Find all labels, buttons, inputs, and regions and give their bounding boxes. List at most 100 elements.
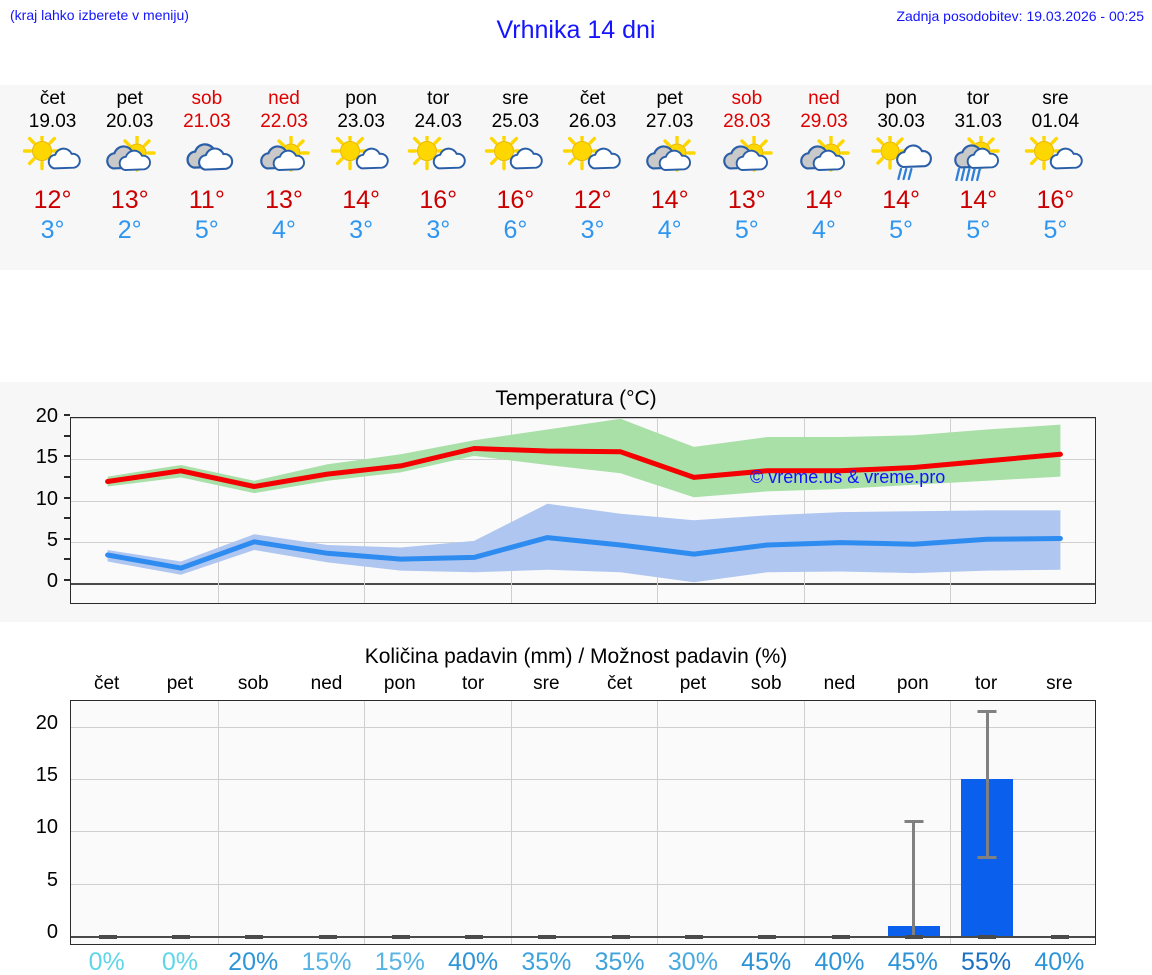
x-axis-tick [245, 935, 264, 939]
day-date: 23.03 [337, 111, 385, 132]
daily-forecast-days: čet 19.03 12° 3° pet 20.03 13° 2° sob 21.03 11°… [14, 85, 1094, 270]
precipitation-day-label: čet [93, 673, 120, 694]
day-name: tor [967, 88, 990, 109]
day-column[interactable]: sre 25.03 16° 6° [477, 85, 554, 270]
precipitation-day-label: tor [461, 673, 485, 694]
day-min-temp: 5° [889, 216, 914, 244]
gridline [71, 418, 1095, 419]
sun-behind-cloud-icon [253, 135, 315, 183]
y-axis-tick-label: 15 [35, 764, 58, 787]
day-column[interactable]: tor 31.03 14° 5° [940, 85, 1017, 270]
precipitation-day-label: tor [974, 673, 998, 694]
sun-small-cloud-icon [330, 135, 392, 183]
day-column[interactable]: pet 27.03 14° 4° [631, 85, 708, 270]
sun-small-cloud-icon [484, 135, 546, 183]
day-column[interactable]: sre 01.04 16° 5° [1017, 85, 1094, 270]
day-name: pon [885, 88, 917, 109]
precipitation-error-bar [985, 711, 989, 858]
page-title: Vrhnika 14 dni [496, 16, 656, 44]
sun-cloud-rain-icon [870, 135, 933, 183]
day-max-temp: 16° [419, 186, 458, 214]
y-axis-minor-tick [64, 579, 70, 581]
day-name: tor [427, 88, 450, 109]
sun-small-cloud-icon [22, 135, 84, 183]
day-name: sob [191, 88, 223, 109]
day-name: ned [268, 88, 300, 109]
day-name: ned [808, 88, 840, 109]
day-column[interactable]: ned 22.03 13° 4° [245, 85, 322, 270]
day-name: sob [731, 88, 763, 109]
y-axis-minor-tick [64, 517, 70, 520]
day-column[interactable]: pon 23.03 14° 3° [323, 85, 400, 270]
precipitation-probability-label: 40% [1034, 948, 1085, 975]
cloudy-icon [176, 135, 238, 183]
day-date: 25.03 [491, 111, 540, 132]
day-column[interactable]: sob 21.03 11° 5° [168, 85, 245, 270]
day-column[interactable]: čet 26.03 12° 3° [554, 85, 631, 270]
day-max-temp: 11° [188, 186, 225, 214]
precipitation-day-label: sre [533, 673, 560, 694]
day-separator-line [803, 701, 805, 944]
y-axis-tick-label: 20 [35, 711, 58, 734]
precipitation-day-label: sob [750, 673, 782, 694]
sun-cloud-rain-heavy-icon [947, 135, 1009, 183]
day-date: 28.03 [723, 111, 771, 132]
day-column[interactable]: čet 19.03 12° 3° [14, 85, 91, 270]
x-axis-tick [904, 935, 923, 939]
x-axis-tick [684, 935, 703, 939]
x-axis-tick [611, 935, 630, 939]
day-name: čet [39, 88, 66, 109]
precipitation-plot-area [70, 700, 1096, 945]
precipitation-day-label: sob [237, 673, 269, 694]
day-column[interactable]: pet 20.03 13° 2° [91, 85, 168, 270]
day-name: čet [579, 88, 606, 109]
day-separator-line [950, 701, 952, 944]
day-name: pet [656, 88, 683, 109]
day-date: 27.03 [645, 111, 694, 132]
day-max-temp: 13° [110, 186, 149, 214]
x-axis-tick [978, 935, 997, 939]
day-name: sre [1042, 88, 1069, 109]
sun-small-cloud-icon [562, 135, 624, 183]
day-min-temp: 5° [734, 216, 759, 244]
day-max-temp: 14° [805, 186, 843, 214]
precipitation-probability-label: 20% [228, 948, 279, 975]
day-column[interactable]: pon 30.03 14° 5° [863, 85, 940, 270]
day-separator-line [950, 418, 952, 603]
day-separator-line [657, 418, 659, 603]
day-column[interactable]: ned 29.03 14° 4° [785, 85, 862, 270]
location-menu-hint[interactable]: (kraj lahko izberete v meniju) [10, 7, 189, 23]
precipitation-probability-label: 40% [814, 948, 865, 975]
x-axis-tick [831, 935, 850, 939]
day-max-temp: 13° [265, 186, 303, 214]
precipitation-day-label: pon [383, 673, 416, 694]
y-axis-tick-label: 5 [46, 868, 58, 891]
day-max-temp: 14° [650, 186, 689, 214]
gridline [71, 831, 1095, 833]
day-date: 31.03 [954, 111, 1003, 132]
zero-axis-line [71, 583, 1095, 585]
precipitation-day-label: pet [679, 673, 707, 694]
day-date: 22.03 [260, 111, 308, 132]
temperature-plot-area [70, 417, 1096, 604]
day-max-temp: 13° [727, 186, 766, 214]
sun-behind-cloud-icon [793, 135, 855, 183]
sun-behind-cloud-icon [99, 135, 161, 183]
gridline [71, 500, 1095, 502]
sun-behind-cloud-icon [716, 135, 778, 183]
page-header: (kraj lahko izberete v meniju) Vrhnika 1… [0, 0, 1152, 85]
precipitation-probability-label: 15% [374, 948, 425, 975]
day-column[interactable]: sob 28.03 13° 5° [708, 85, 785, 270]
day-column[interactable]: tor 24.03 16° 3° [400, 85, 477, 270]
day-min-temp: 5° [194, 216, 219, 244]
y-axis-minor-tick [64, 537, 70, 540]
day-min-temp: 5° [966, 216, 991, 244]
gridline [71, 779, 1095, 781]
day-max-temp: 14° [882, 186, 921, 214]
day-min-temp: 3° [426, 216, 451, 244]
day-min-temp: 5° [1043, 216, 1068, 244]
precipitation-chart-section: Količina padavin (mm) / Možnost padavin … [0, 645, 1152, 975]
day-date: 24.03 [414, 111, 463, 132]
precipitation-probability-label: 30% [667, 948, 718, 975]
precipitation-probability-label: 0% [88, 948, 125, 975]
